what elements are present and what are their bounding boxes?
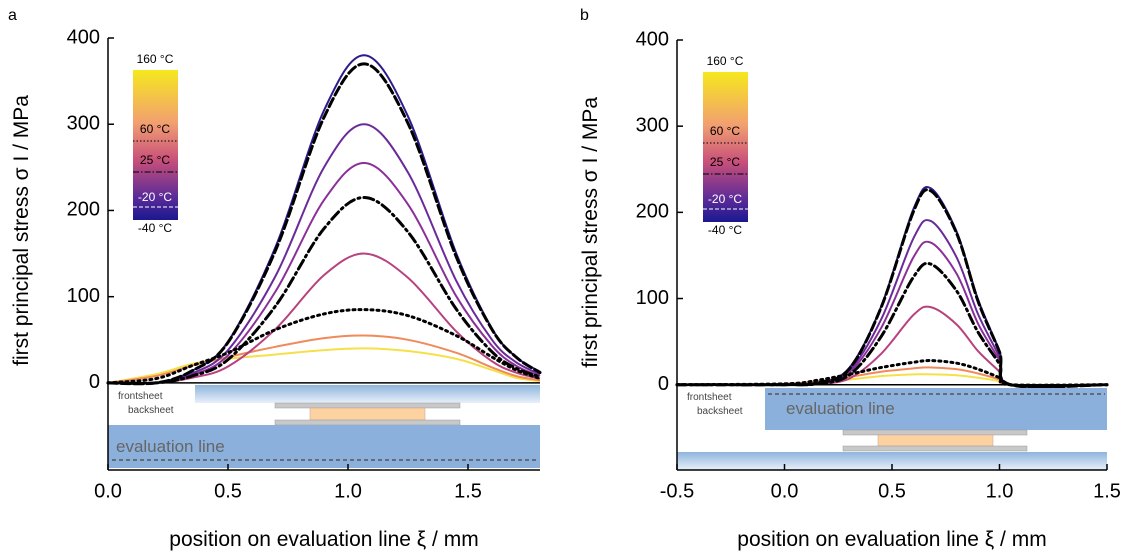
y-tick-label: 300	[67, 113, 100, 135]
colorbar-label: 160 °C	[707, 54, 744, 68]
y-axis-label: first principal stress σ I / MPa	[579, 97, 602, 368]
series-line	[675, 261, 1109, 388]
schematic-label: evaluation line	[786, 399, 895, 418]
x-tick-label: 1.5	[1093, 480, 1121, 502]
colorbar-label: 60 °C	[140, 122, 170, 136]
series-line	[107, 334, 541, 384]
panel-b: b evaluation line frontsheet backsheet 1…	[579, 7, 1121, 551]
colorbar-label: -20 °C	[708, 192, 742, 206]
y-tick-label: 0	[89, 371, 100, 393]
y-tick-label: 100	[67, 285, 100, 307]
panel-a: a evaluation line frontsheet backsheet 1…	[8, 7, 542, 551]
cell	[877, 434, 994, 447]
series-line	[107, 252, 541, 385]
x-axis-label: position on evaluation line ξ / mm	[169, 528, 478, 551]
colorbar-label: -20 °C	[138, 190, 172, 204]
sheet	[195, 385, 540, 403]
series-line	[107, 347, 541, 384]
layer	[842, 429, 1028, 436]
y-tick-label: 400	[636, 28, 669, 50]
y-axis-label: first principal stress σ I / MPa	[10, 95, 33, 366]
schematic-label: backsheet	[697, 406, 743, 417]
y-tick-label: 200	[67, 199, 100, 221]
colorbar-label: 25 °C	[140, 153, 170, 167]
curves	[106, 54, 542, 386]
y-tick-label: 400	[67, 26, 100, 48]
colorbar	[133, 70, 178, 220]
schematic-label: frontsheet	[687, 392, 732, 403]
x-tick-label: 1.0	[986, 480, 1014, 502]
colorbar-label: -40 °C	[708, 223, 742, 237]
schematic-label: frontsheet	[118, 391, 163, 402]
sheet	[108, 425, 540, 468]
x-tick-label: 1.0	[334, 480, 362, 502]
series-line	[675, 359, 1109, 387]
x-axis-label: position on evaluation line ξ / mm	[737, 528, 1046, 551]
x-tick-label: 1.5	[454, 480, 482, 502]
curves	[675, 186, 1109, 389]
colorbar-label: 25 °C	[710, 155, 740, 169]
panel-label: b	[580, 7, 589, 24]
colorbar-label: -40 °C	[138, 221, 172, 235]
panel-label: a	[8, 7, 17, 24]
y-tick-label: 0	[658, 373, 669, 395]
layer	[274, 419, 461, 426]
x-tick-label: 0.0	[771, 480, 799, 502]
cell	[309, 407, 426, 421]
y-tick-label: 300	[636, 114, 669, 136]
schematic-label: evaluation line	[116, 437, 225, 456]
series-line	[106, 62, 542, 386]
layer	[842, 445, 1028, 452]
series-line	[106, 196, 542, 385]
colorbar	[703, 72, 748, 222]
x-tick-label: 0.5	[878, 480, 906, 502]
schematic-label: backsheet	[128, 405, 174, 416]
x-tick-label: 0.0	[94, 480, 122, 502]
layer	[274, 402, 461, 409]
x-tick-label: -0.5	[660, 480, 694, 502]
colorbar-label: 160 °C	[137, 52, 174, 66]
series-line	[107, 123, 541, 385]
y-tick-label: 200	[636, 201, 669, 223]
y-tick-label: 100	[636, 287, 669, 309]
series-line	[106, 308, 542, 385]
x-tick-label: 0.5	[214, 480, 242, 502]
sheet	[765, 388, 1107, 430]
colorbar-label: 60 °C	[710, 124, 740, 138]
